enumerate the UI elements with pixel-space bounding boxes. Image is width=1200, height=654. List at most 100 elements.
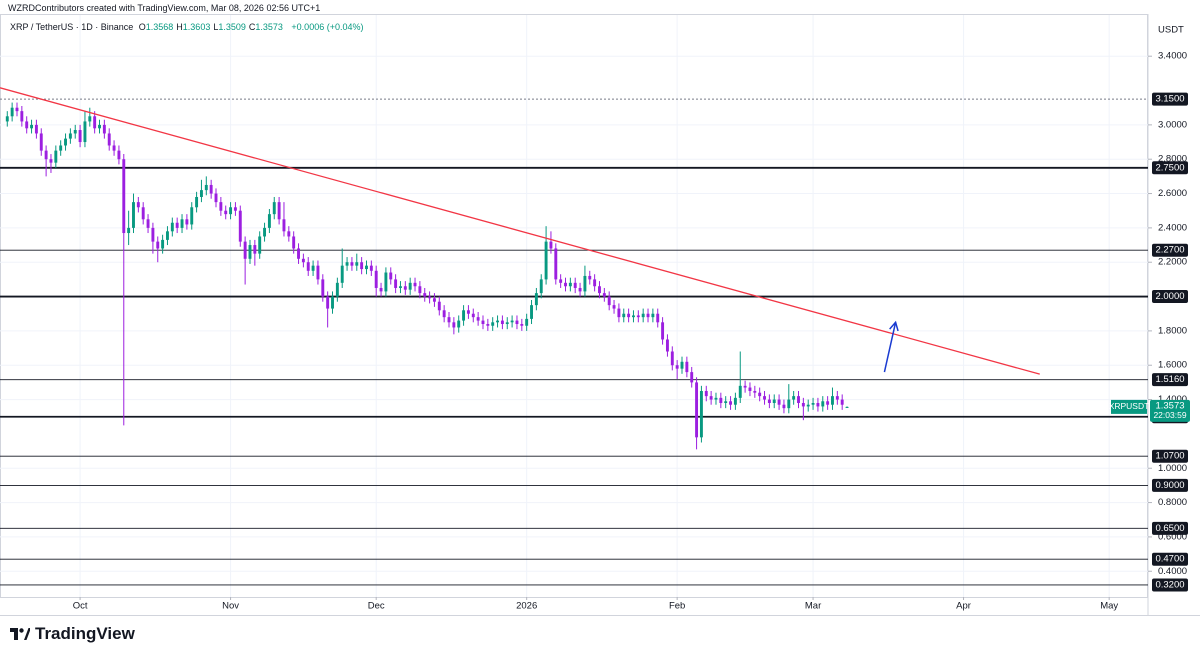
ohlc: O1.3568 H1.3603 L1.3509 C1.3573: [139, 22, 286, 32]
candle-body: [544, 241, 548, 280]
level-label: 1.0700: [1155, 451, 1184, 462]
brand-logo: [10, 628, 30, 640]
candle-body: [748, 387, 752, 391]
symbol-tag-box: [1111, 399, 1147, 414]
candle-body: [476, 317, 480, 321]
candle-body: [564, 282, 567, 287]
candle-body: [326, 296, 330, 309]
currency-label: USDT: [1158, 25, 1184, 36]
candle-body: [583, 275, 587, 292]
ohlc-value: 1.3573: [255, 22, 283, 32]
y-tick-label: 1.0000: [1158, 463, 1187, 474]
candle-body: [729, 401, 733, 405]
level-label-box: [1152, 243, 1188, 257]
candle-body: [49, 159, 53, 163]
candle-body: [136, 202, 140, 208]
candle-body: [34, 124, 38, 134]
x-tick-label: Nov: [222, 601, 239, 612]
candle-body: [646, 313, 650, 318]
candle-body: [641, 313, 645, 318]
candle-body: [122, 159, 126, 234]
candle-body: [622, 313, 626, 318]
candle-body: [520, 324, 524, 326]
candle-body: [554, 248, 558, 280]
candle-body: [335, 282, 339, 297]
candle-body: [670, 351, 674, 366]
symbol: XRP / TetherUS · 1D · Binance: [10, 22, 134, 32]
candle-body: [297, 248, 300, 259]
candle-body: [374, 270, 378, 288]
symbol-tag: XRPUSDT: [1109, 401, 1150, 411]
candle-body: [801, 403, 805, 407]
candle-body: [840, 399, 844, 405]
candle-body: [204, 184, 208, 191]
candle-body: [777, 399, 781, 405]
candle-body: [190, 207, 194, 225]
level-label: 0.4700: [1155, 554, 1184, 565]
candle-body: [272, 202, 276, 215]
candle-body: [132, 202, 135, 228]
price-tag: 1.3573: [1155, 400, 1184, 411]
candle-body: [156, 241, 160, 249]
candle-body: [539, 279, 543, 294]
candle-body: [258, 236, 262, 254]
candle-body: [573, 282, 577, 288]
candle-body: [598, 286, 601, 294]
candle-body: [180, 219, 184, 228]
y-tick-label: 1.8000: [1158, 325, 1187, 336]
candle-body: [365, 265, 368, 270]
candle-body: [15, 107, 19, 112]
candle-body: [233, 207, 237, 211]
candle-body: [758, 392, 762, 397]
candle-body: [743, 385, 747, 388]
level-label-box: [1152, 373, 1188, 387]
candle-body: [763, 396, 766, 400]
credit: WZRDContributors created with TradingVie…: [8, 3, 321, 13]
candle-body: [93, 116, 97, 129]
candle-body: [685, 361, 689, 373]
candle-body: [369, 265, 373, 271]
candle-body: [826, 401, 830, 405]
candle-body: [690, 372, 694, 383]
candle-body: [821, 401, 825, 407]
candle-body: [301, 258, 305, 263]
candle-body: [73, 130, 77, 134]
y-tick-label: 2.4000: [1158, 222, 1187, 233]
candle-body: [214, 193, 218, 203]
price-tag-box: [1150, 399, 1190, 422]
candle-body: [816, 403, 820, 407]
candle-body: [360, 262, 364, 270]
candle-body: [767, 399, 771, 403]
candle-body: [699, 390, 703, 438]
candle-body: [185, 219, 189, 225]
candle-body: [496, 320, 500, 323]
change: +0.0006 (+0.04%): [291, 22, 364, 32]
candle-body: [733, 397, 737, 405]
candle-body: [797, 396, 800, 403]
y-tick-label: 3.4000: [1158, 51, 1187, 62]
candle-body: [719, 397, 723, 403]
levels: [0, 98, 1148, 586]
candle-body: [714, 397, 718, 400]
candle-body: [98, 124, 101, 129]
axis: 3.4000 3.0000 2.8000 2.6000 2.4000 2.2000 1.80…: [73, 51, 1190, 612]
candle-body: [292, 236, 296, 249]
drawings: [0, 87, 1040, 375]
candle-body: [224, 210, 228, 215]
level-label: 0.3200: [1155, 579, 1184, 590]
candle-body: [384, 272, 388, 292]
candle-body: [311, 265, 315, 271]
candle-body: [170, 222, 174, 232]
level-label-box: [1152, 161, 1188, 175]
candle-body: [68, 133, 72, 139]
candle-body: [83, 121, 87, 143]
candle-body: [263, 227, 267, 237]
candle-body: [607, 296, 611, 306]
level-label-box: [1152, 478, 1188, 492]
level-label-box: [1152, 552, 1188, 566]
y-tick-label: 2.6000: [1158, 188, 1187, 199]
candle-body: [656, 313, 660, 323]
candle-body: [340, 265, 344, 283]
candle-body: [10, 107, 14, 117]
candle-body: [612, 305, 616, 309]
